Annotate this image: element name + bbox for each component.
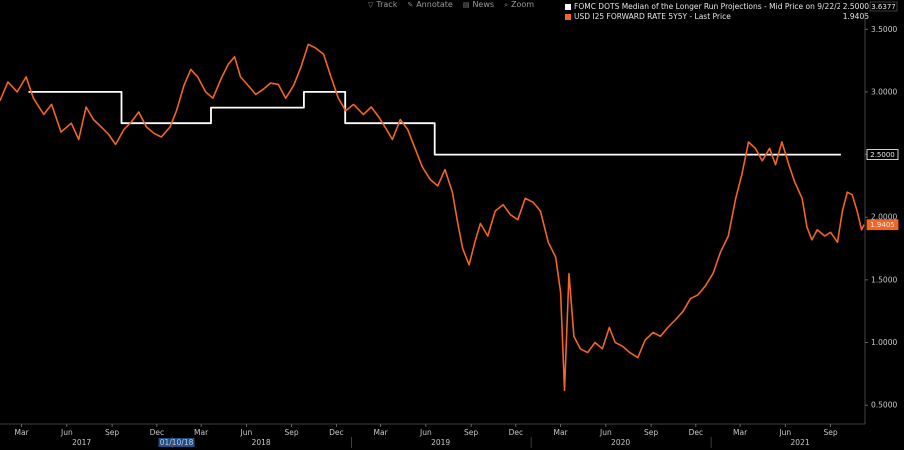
x-tick-label: Mar bbox=[15, 428, 30, 437]
y-axis-ticks: 0.5000 1.0000 1.5000 2.0000 2.5000 3.0000 3.50… bbox=[865, 25, 897, 410]
x-tick-label: Dec bbox=[150, 428, 165, 437]
zoom-icon: ⌕ bbox=[504, 1, 508, 9]
chart-toolbar: ▽ Track ✎ Annotate ▤ News ⌕ Zoom bbox=[368, 0, 534, 10]
annotate-label: Annotate bbox=[416, 0, 453, 9]
x-tick-label: Dec bbox=[689, 428, 704, 437]
x-year-label: 2017 bbox=[72, 438, 91, 447]
legend-value: 2.5000 bbox=[842, 2, 869, 11]
x-tick-label: Sep bbox=[105, 428, 119, 437]
x-year-label: 2019 bbox=[431, 438, 450, 447]
top-right-value-box bbox=[869, 1, 898, 12]
x-tick-label: Sep bbox=[285, 428, 299, 437]
x-tick-label: Sep bbox=[464, 428, 478, 437]
x-tick-label: Dec bbox=[509, 428, 524, 437]
last-value-box bbox=[866, 219, 899, 231]
y-tick-label: 1.0000 bbox=[871, 338, 897, 347]
x-tick-label: Sep bbox=[644, 428, 658, 437]
top-right-value: 3.6377 bbox=[869, 1, 898, 12]
x-tick-label: Jun bbox=[778, 428, 791, 437]
zoom-button[interactable]: ⌕ Zoom bbox=[504, 0, 534, 10]
top-right-value-label: 3.6377 bbox=[871, 3, 896, 11]
series-line-forward-rate bbox=[0, 43, 865, 391]
x-tick-label: Jun bbox=[240, 428, 253, 437]
x-tick-label: Jun bbox=[419, 428, 432, 437]
x-tick-label: Jun bbox=[599, 428, 612, 437]
legend-item-forward-rate[interactable]: USD I25 FORWARD RATE 5Y5Y - Last Price 1… bbox=[565, 12, 869, 22]
x-year-label: 2020 bbox=[611, 438, 630, 447]
y-tick-label: 3.5000 bbox=[871, 25, 897, 34]
x-year-label: 2018 bbox=[252, 438, 271, 447]
last-value-box bbox=[866, 149, 899, 160]
x-tick-label: Dec bbox=[329, 428, 344, 437]
legend-value: 1.9405 bbox=[842, 12, 869, 21]
last-value-label: 1.9405 bbox=[870, 221, 895, 229]
x-tick-label: Mar bbox=[554, 428, 569, 437]
last-value-labels: 2.5000 1.9405 bbox=[866, 149, 899, 231]
x-tick-label: Mar bbox=[733, 428, 748, 437]
date-highlight-label: 01/10/18 bbox=[160, 438, 194, 447]
legend-label: FOMC DOTS Median of the Longer Run Proje… bbox=[574, 2, 840, 11]
news-button[interactable]: ▤ News bbox=[463, 0, 494, 10]
date-highlight-box bbox=[158, 438, 195, 447]
annotate-button[interactable]: ✎ Annotate bbox=[407, 0, 452, 10]
news-icon: ▤ bbox=[462, 1, 470, 9]
legend-label: USD I25 FORWARD RATE 5Y5Y - Last Price bbox=[574, 12, 731, 21]
pencil-icon: ✎ bbox=[407, 1, 414, 9]
legend-swatch-forward bbox=[565, 14, 571, 20]
x-year-label: 2021 bbox=[791, 438, 810, 447]
y-tick-label: 0.5000 bbox=[871, 401, 897, 410]
track-label: Track bbox=[376, 0, 398, 9]
series-layer bbox=[0, 43, 865, 391]
x-tick-label: Mar bbox=[194, 428, 209, 437]
chart-legend: FOMC DOTS Median of the Longer Run Proje… bbox=[565, 2, 869, 22]
series-line-fomc-dots bbox=[28, 91, 841, 156]
y-tick-label: 3.0000 bbox=[871, 87, 897, 96]
x-axis-ticks: Mar Jun Sep Dec Mar Jun Sep Dec Mar Jun Sep Dec Mar J… bbox=[15, 424, 838, 448]
track-button[interactable]: ▽ Track bbox=[368, 0, 397, 10]
x-tick-label: Jun bbox=[60, 428, 73, 437]
y-tick-label: 2.0000 bbox=[871, 213, 897, 222]
x-tick-label: Mar bbox=[374, 428, 389, 437]
filter-icon: ▽ bbox=[368, 1, 374, 9]
news-label: News bbox=[472, 0, 495, 9]
legend-swatch-fomc bbox=[565, 4, 571, 10]
zoom-label: Zoom bbox=[510, 0, 535, 9]
legend-item-fomc-dots[interactable]: FOMC DOTS Median of the Longer Run Proje… bbox=[565, 2, 869, 12]
last-value-label: 2.5000 bbox=[870, 151, 895, 159]
y-tick-label: 1.5000 bbox=[871, 275, 897, 284]
x-tick-label: Sep bbox=[824, 428, 838, 437]
